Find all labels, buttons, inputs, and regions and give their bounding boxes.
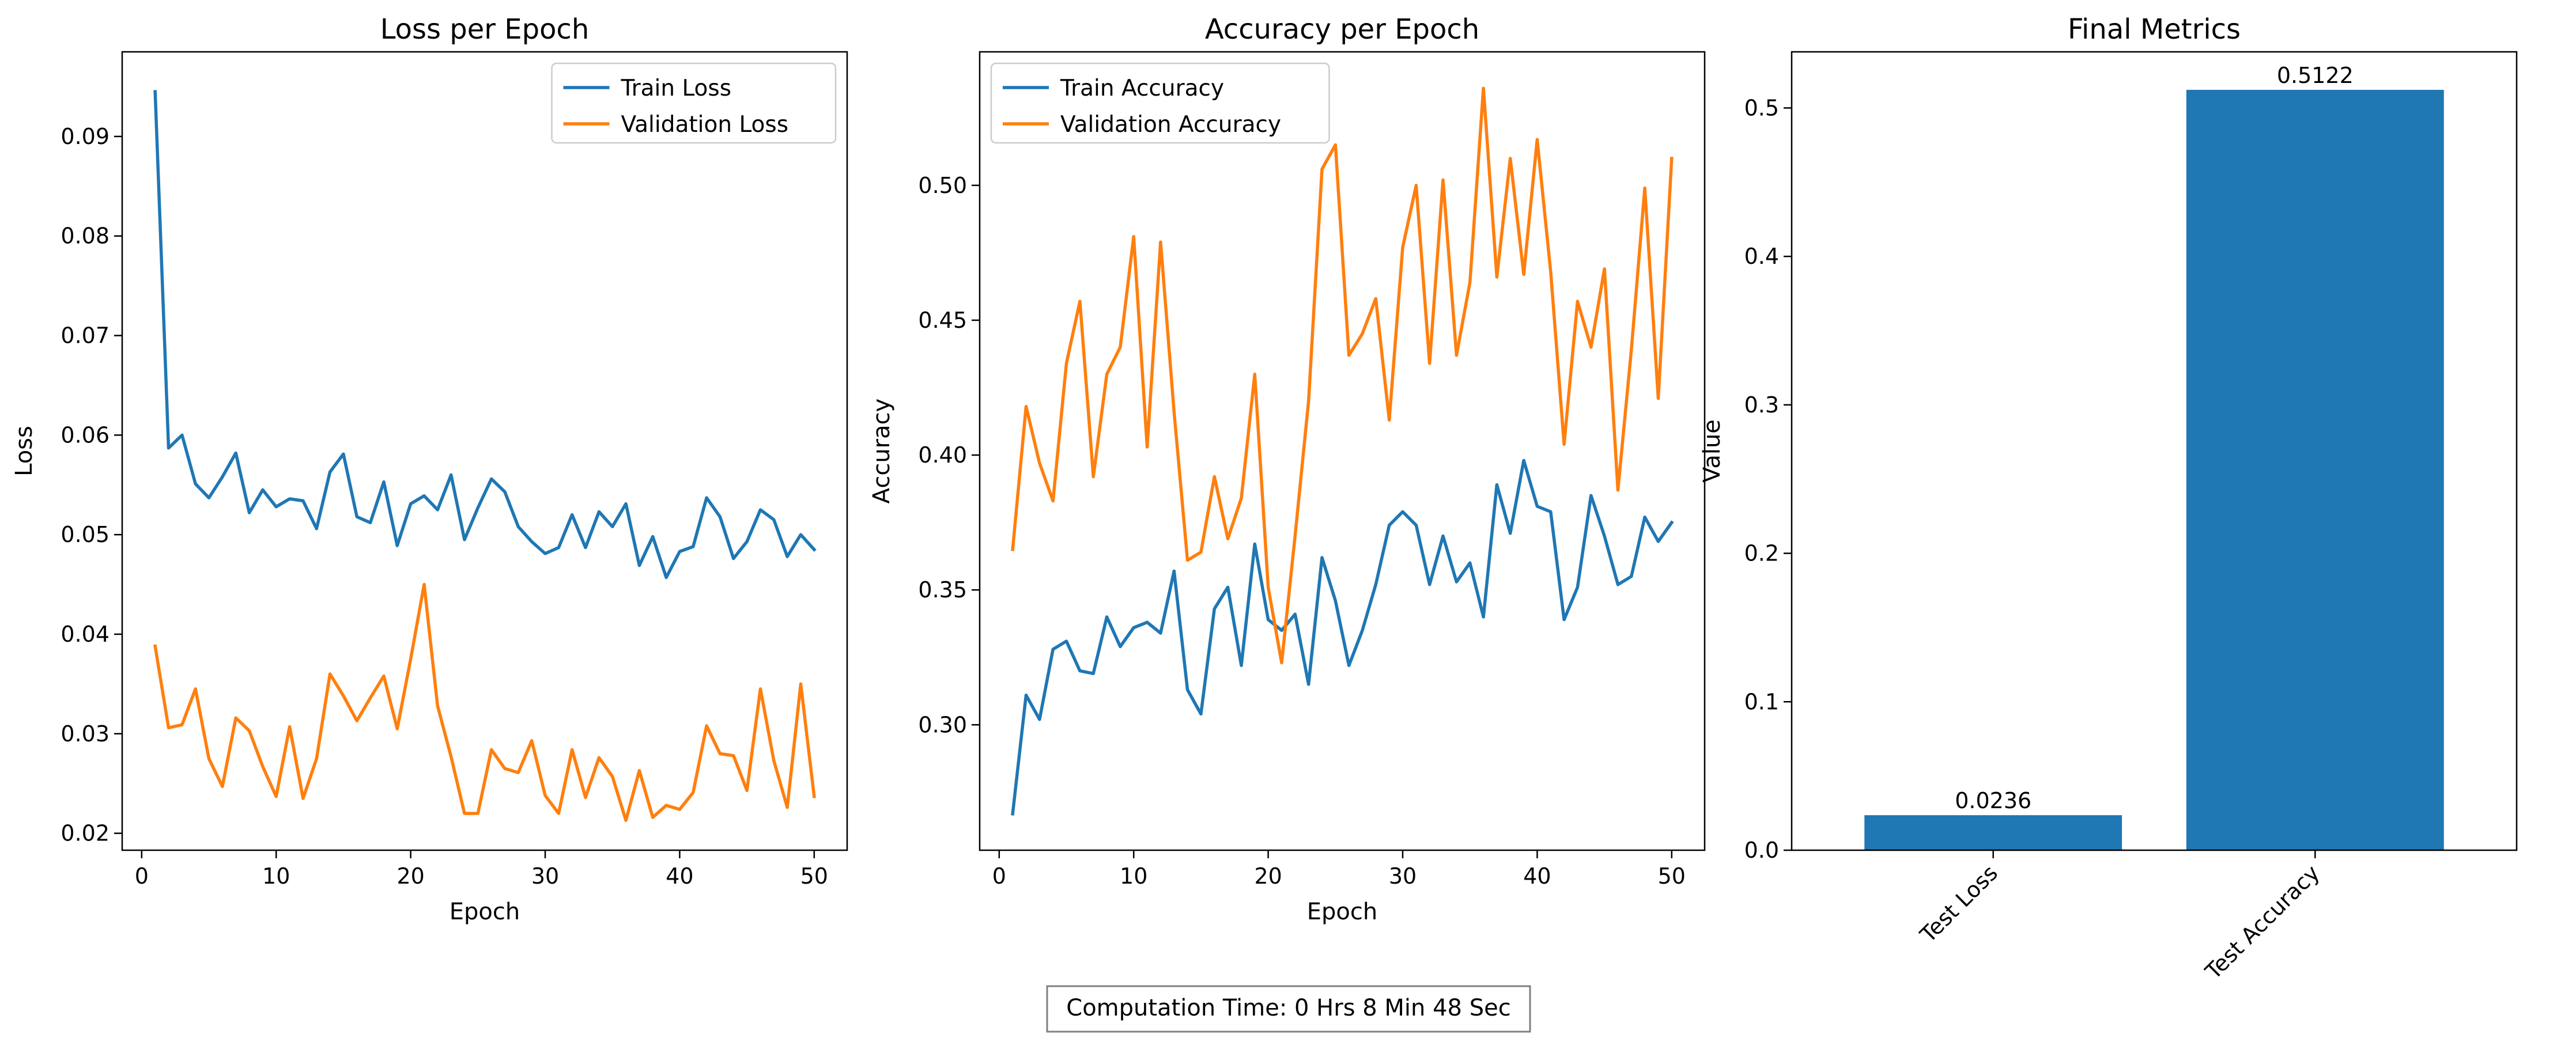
x-axis-label: Epoch xyxy=(1307,899,1377,925)
y-axis-label: Value xyxy=(1699,419,1725,483)
bar-value-label: 0.0236 xyxy=(1955,788,2031,813)
y-axis-label: Accuracy xyxy=(868,399,895,504)
series-line-train xyxy=(1011,459,1674,816)
bar-value-label: 0.5122 xyxy=(2277,63,2354,88)
series-line-validation xyxy=(153,582,816,822)
y-tick-label: 0.4 xyxy=(1744,244,1779,269)
y-axis-label: Loss xyxy=(11,426,37,476)
series-line-validation xyxy=(1011,86,1674,665)
x-tick-label: 10 xyxy=(1120,863,1147,889)
x-tick-label: 20 xyxy=(1254,863,1282,889)
plot-frame xyxy=(121,51,848,851)
x-tick-label: 40 xyxy=(666,863,693,889)
y-tick-label: 0.07 xyxy=(61,323,109,348)
legend-box xyxy=(551,62,837,144)
x-tick-label: Test Accuracy xyxy=(2200,860,2325,984)
legend-label: Train Loss xyxy=(621,75,732,101)
final-metrics-chart: Final Metrics Value 0.0 0.1 0.2 0.3 0.4 0.5 0.02… xyxy=(1699,13,2518,984)
legend-label: Train Accuracy xyxy=(1060,75,1224,101)
legend: Train Loss Validation Loss xyxy=(551,62,837,144)
y-tick-label: 0.06 xyxy=(61,422,109,448)
legend-label: Validation Accuracy xyxy=(1060,112,1281,138)
computation-time-box: Computation Time: 0 Hrs 8 Min 48 Sec xyxy=(1046,985,1531,1033)
accuracy-per-epoch-chart: Accuracy per Epoch Epoch Accuracy 0 10 20 30 40… xyxy=(868,13,1706,925)
x-tick-label: 0 xyxy=(135,863,149,889)
y-tick-label: 0.5 xyxy=(1744,95,1779,120)
loss-per-epoch-chart: Loss per Epoch Epoch Loss 0 10 20 30 40 50 0.02 0.… xyxy=(11,13,848,925)
y-tick-label: 0.3 xyxy=(1744,392,1779,418)
y-tick-label: 0.1 xyxy=(1744,689,1779,714)
y-tick-label: 0.50 xyxy=(918,173,967,198)
x-tick-label: 40 xyxy=(1523,863,1551,889)
bar-1 xyxy=(2186,89,2444,850)
y-tick-label: 0.30 xyxy=(918,712,967,737)
y-tick-label: 0.08 xyxy=(61,223,109,249)
computation-time-text: Computation Time: 0 Hrs 8 Min 48 Sec xyxy=(1066,995,1510,1021)
legend-label: Validation Loss xyxy=(621,112,789,138)
y-tick-label: 0.04 xyxy=(61,622,109,647)
y-tick-label: 0.45 xyxy=(918,308,967,333)
x-tick-label: 30 xyxy=(1389,863,1417,889)
x-tick-label: 10 xyxy=(262,863,290,889)
y-tick-label: 0.05 xyxy=(61,522,109,547)
plot-frame xyxy=(1791,51,2518,851)
series-line-train xyxy=(153,90,817,579)
chart-title: Loss per Epoch xyxy=(380,13,590,46)
x-tick-label: 0 xyxy=(992,863,1006,889)
y-tick-label: 0.2 xyxy=(1744,541,1779,566)
y-tick-label: 0.09 xyxy=(61,124,109,149)
x-tick-label: 50 xyxy=(1658,863,1686,889)
bar-0 xyxy=(1864,815,2122,850)
y-tick-label: 0.02 xyxy=(61,821,109,846)
y-tick-label: 0.35 xyxy=(918,577,967,603)
x-tick-label: 20 xyxy=(396,863,424,889)
y-tick-label: 0.0 xyxy=(1744,838,1779,863)
plot-frame xyxy=(979,51,1706,851)
chart-title: Accuracy per Epoch xyxy=(1205,13,1479,46)
x-tick-label: 30 xyxy=(531,863,559,889)
x-tick-label: Test Loss xyxy=(1915,860,2003,948)
legend-box xyxy=(990,62,1330,144)
y-tick-label: 0.03 xyxy=(61,721,109,747)
legend: Train Accuracy Validation Accuracy xyxy=(990,62,1330,144)
x-tick-label: 50 xyxy=(800,863,828,889)
y-tick-label: 0.40 xyxy=(918,442,967,468)
x-axis-label: Epoch xyxy=(450,899,520,925)
chart-title: Final Metrics xyxy=(2068,13,2241,46)
